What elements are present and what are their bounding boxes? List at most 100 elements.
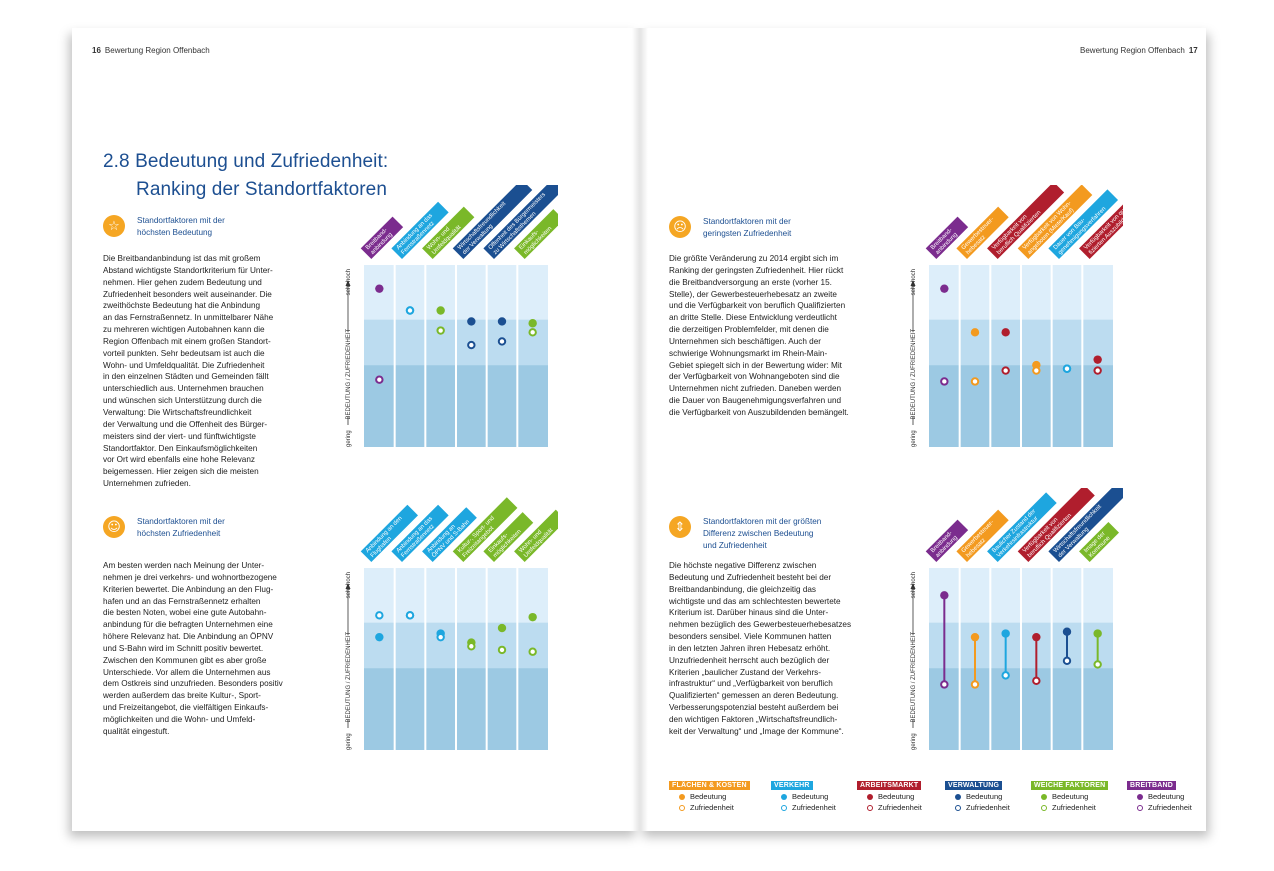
legend-ring-dot <box>955 804 961 811</box>
axis-arrow-head <box>910 280 916 286</box>
category-tag-bg <box>514 509 558 562</box>
axis-high-label: sehr hoch <box>911 269 917 295</box>
bedeutung-dot <box>1093 355 1102 364</box>
zufriedenheit-dot <box>1093 366 1102 375</box>
category-tag-bg <box>956 509 1009 562</box>
zufriedenheit-dot <box>1062 656 1072 666</box>
category-tag-bg <box>452 497 518 562</box>
bedeutung-dot <box>375 284 384 293</box>
zufriedenheit-dot <box>1032 676 1041 686</box>
category-tag-bg <box>391 504 449 562</box>
bedeutung-dot <box>528 612 537 622</box>
category-tag-bg <box>391 201 449 259</box>
axis-label: BEDEUTUNG / ZUFRIEDENHEIT <box>911 329 917 420</box>
bedeutung-dot <box>497 317 507 326</box>
category-tag-bg <box>987 492 1057 562</box>
section-highest-importance: ☆ Standortfaktoren mit der höchsten Bede… <box>103 215 225 239</box>
category-tag-bg <box>514 209 558 259</box>
zufriedenheit-dot <box>375 375 384 384</box>
category-tag-bg <box>1017 488 1095 562</box>
category-tag-bg <box>452 185 533 259</box>
legend-row-zufriedenheit: Zufriedenheit <box>1137 803 1192 812</box>
legend-ring-dot <box>867 804 873 811</box>
legend-row-zufriedenheit: Zufriedenheit <box>1041 803 1108 812</box>
zufriedenheit-dot <box>467 340 476 350</box>
section-highest-satisfaction: ☺ Standortfaktoren mit der höchsten Zufr… <box>103 516 225 540</box>
axis-low-label: gering <box>911 430 917 447</box>
category-tag-bg <box>956 206 1009 259</box>
zufriedenheit-dot <box>467 642 476 651</box>
axis-low-label: gering <box>911 733 917 750</box>
smiley-happy-icon: ☺ <box>103 516 125 538</box>
zufriedenheit-dot <box>405 611 415 620</box>
bedeutung-dot <box>940 284 949 293</box>
legend-row-zufriedenheit: Zufriedenheit <box>955 803 1010 812</box>
bedeutung-dot <box>1093 629 1102 638</box>
legend-filled-dot <box>955 793 961 800</box>
axis-high-label: sehr hoch <box>346 269 352 295</box>
legend-zufriedenheit-label: Zufriedenheit <box>792 803 836 812</box>
left-page-number: 16 <box>92 46 101 55</box>
star-icon: ☆ <box>103 215 125 237</box>
zufriedenheit-dot <box>1062 364 1072 373</box>
legend-title: VERWALTUNG <box>945 781 1003 790</box>
category-tag-bg <box>987 185 1065 259</box>
bedeutung-dot <box>1062 627 1072 636</box>
left-header-title: Bewertung Region Offenbach <box>104 46 210 55</box>
category-tag: Breitband-anbindung <box>360 216 404 259</box>
category-tag-bg <box>1079 185 1123 259</box>
title-line-1: 2.8 Bedeutung und Zufriedenheit: <box>103 151 389 172</box>
section-label: Standortfaktoren mit der geringsten Zufr… <box>703 217 792 238</box>
zufriedenheit-dot <box>1001 366 1010 375</box>
category-tag-bg <box>422 507 477 562</box>
legend-group-flaechen: FLÄCHEN & KOSTEN Bedeutung Zufriedenheit <box>669 780 750 812</box>
chart-highest-satisfaction: sehr hoch BEDEUTUNG / ZUFRIEDENHEIT gering… <box>345 497 558 750</box>
legend-row-zufriedenheit: Zufriedenheit <box>679 803 750 812</box>
category-tag-bg <box>422 206 475 259</box>
chart-largest-difference: sehr hoch BEDEUTUNG / ZUFRIEDENHEIT gering… <box>910 488 1123 750</box>
legend-group-verwaltung: VERWALTUNG Bedeutung Zufriedenheit <box>945 780 1010 812</box>
section-body: Die Breitbandanbindung ist das mit große… <box>103 254 274 489</box>
axis-high-label: sehr hoch <box>911 572 917 598</box>
smiley-sad-icon: ☹ <box>669 216 691 238</box>
category-tag-bg <box>483 512 534 562</box>
zufriedenheit-dot <box>1093 660 1102 669</box>
legend-group-verkehr: VERKEHR Bedeutung Zufriedenheit <box>771 780 836 812</box>
right-page-number: 17 <box>1188 46 1198 55</box>
legend-row-bedeutung: Bedeutung <box>1041 792 1108 801</box>
legend-title: VERKEHR <box>771 781 813 790</box>
right-header-title: Bewertung Region Offenbach <box>1080 46 1185 55</box>
legend-title: WEICHE FAKTOREN <box>1031 781 1109 790</box>
legend-filled-dot <box>1137 793 1143 800</box>
zufriedenheit-dot <box>497 645 507 655</box>
bedeutung-dot <box>436 306 445 315</box>
legend-row-bedeutung: Bedeutung <box>867 792 922 801</box>
legend-row-bedeutung: Bedeutung <box>781 792 836 801</box>
chart-highest-importance: sehr hoch BEDEUTUNG / ZUFRIEDENHEIT gering… <box>345 185 558 447</box>
bedeutung-dot <box>375 632 384 642</box>
section-lowest-satisfaction: ☹ Standortfaktoren mit der geringsten Zu… <box>669 216 791 240</box>
legend-filled-dot <box>867 793 873 800</box>
category-tag-bg <box>360 504 419 562</box>
category-tag-bg <box>1048 488 1123 562</box>
axis-arrow-head <box>345 583 351 589</box>
legend-zufriedenheit-label: Zufriedenheit <box>878 803 922 812</box>
section-label: Standortfaktoren mit der höchsten Zufrie… <box>137 517 225 538</box>
legend-zufriedenheit-label: Zufriedenheit <box>1148 803 1192 812</box>
title-line-2: Ranking der Standortfaktoren <box>136 179 388 200</box>
category-tag-bg <box>483 185 558 259</box>
bedeutung-dot <box>1001 328 1010 337</box>
difference-arrows-icon: ⇕ <box>669 516 691 538</box>
category-tag-bg <box>1048 189 1119 259</box>
legend-ring-dot <box>1041 804 1047 811</box>
page-gutter <box>632 28 648 831</box>
zufriedenheit-dot <box>970 680 980 689</box>
axis-arrow-head <box>910 583 916 589</box>
legend-ring-dot <box>1137 804 1143 811</box>
legend-row-bedeutung: Bedeutung <box>679 792 750 801</box>
bedeutung-dot <box>1001 629 1010 638</box>
category-tag-bg <box>925 519 969 562</box>
axis-label: BEDEUTUNG / ZUFRIEDENHEIT <box>346 329 352 420</box>
legend-zufriedenheit-label: Zufriedenheit <box>1052 803 1096 812</box>
zufriedenheit-dot <box>1001 671 1010 680</box>
